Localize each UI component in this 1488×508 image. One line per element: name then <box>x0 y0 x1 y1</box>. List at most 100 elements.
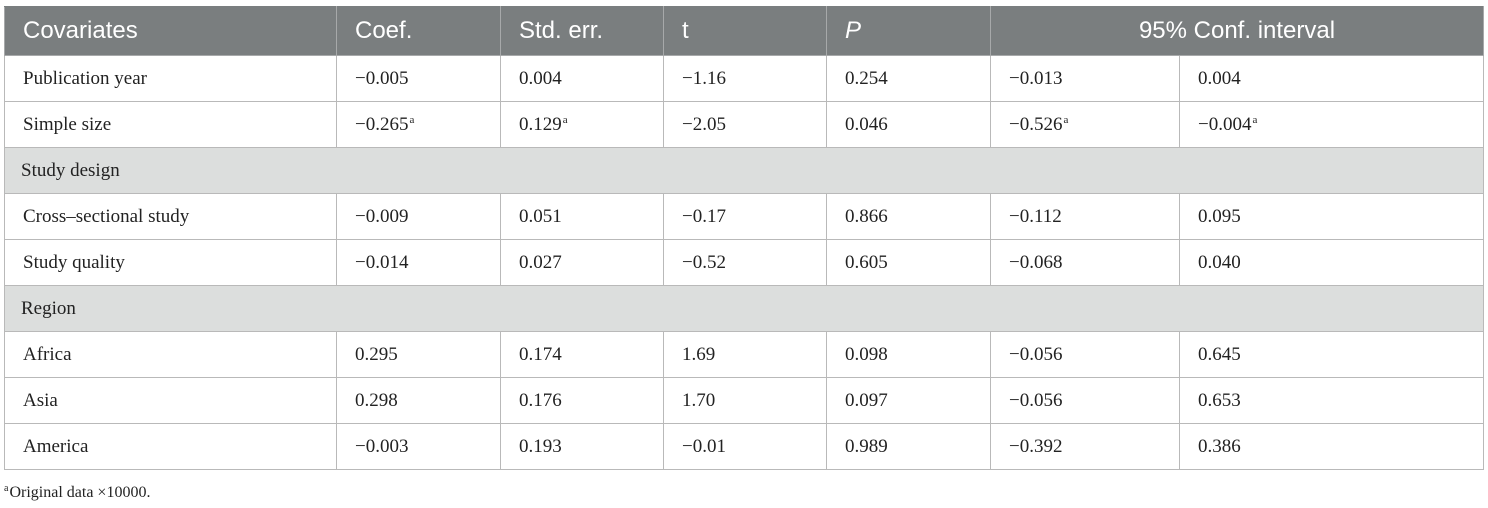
coef-cell-value: 0.295 <box>355 343 398 365</box>
std-err-cell-value: 0.027 <box>519 251 562 273</box>
table-row: Simple size −0.265a 0.129a −2.05 0.046 −0.526… <box>4 101 1485 148</box>
coef-cell: −0.014 <box>336 239 501 286</box>
footnote-ref-marker: a <box>1252 113 1258 126</box>
table-header: Covariates Coef. Std. err. t P 95% Conf.… <box>4 6 1485 56</box>
ci-upper-cell: 0.386 <box>1178 423 1485 470</box>
covariate-cell-value: Asia <box>23 389 58 411</box>
p-cell: 0.605 <box>826 239 991 286</box>
covariate-cell: Cross–sectional study <box>4 193 337 240</box>
t-cell-value: −0.52 <box>682 251 726 273</box>
coef-cell-value: −0.009 <box>355 205 409 227</box>
ci-lower-cell-value: −0.526 <box>1009 113 1063 135</box>
ci-upper-cell-value: 0.653 <box>1198 389 1241 411</box>
footnote-marker: a <box>4 483 9 494</box>
coef-cell-value: −0.014 <box>355 251 409 273</box>
footnote-text: Original data ×10000. <box>9 484 151 501</box>
coef-cell: 0.295 <box>336 331 501 378</box>
section-label: Study design <box>3 147 1485 194</box>
p-cell: 0.254 <box>826 55 991 102</box>
t-cell: −0.52 <box>663 239 827 286</box>
ci-lower-cell: −0.112 <box>990 193 1180 240</box>
t-cell-value: −1.16 <box>682 67 726 89</box>
t-cell-value: −0.01 <box>682 435 726 457</box>
covariate-cell: Asia <box>4 377 337 424</box>
std-err-cell-value: 0.193 <box>519 435 562 457</box>
p-cell-value: 0.605 <box>845 251 888 273</box>
p-cell: 0.098 <box>826 331 991 378</box>
covariate-cell: Africa <box>4 331 337 378</box>
coef-cell-value: −0.003 <box>355 435 409 457</box>
table-body: Publication year −0.005 0.004 −1.16 0.254 −0.… <box>3 55 1485 470</box>
covariate-cell-value: Simple size <box>23 113 112 135</box>
std-err-cell: 0.004 <box>500 55 664 102</box>
header-covariates: Covariates <box>4 6 337 56</box>
coef-cell-value: −0.265 <box>355 113 409 135</box>
table-row: Study quality −0.014 0.027 −0.52 0.605 −0.068… <box>4 239 1485 286</box>
ci-lower-cell: −0.526a <box>990 101 1180 148</box>
t-cell: −0.17 <box>663 193 827 240</box>
p-cell-value: 0.098 <box>845 343 888 365</box>
ci-lower-cell: −0.013 <box>990 55 1180 102</box>
covariate-cell: Simple size <box>4 101 337 148</box>
std-err-cell: 0.027 <box>500 239 664 286</box>
t-cell-value: 1.70 <box>682 389 716 411</box>
covariate-cell-value: Publication year <box>23 67 147 89</box>
std-err-cell-value: 0.004 <box>519 67 562 89</box>
t-cell: −2.05 <box>663 101 827 148</box>
t-cell-value: 1.69 <box>682 343 716 365</box>
std-err-cell: 0.174 <box>500 331 664 378</box>
header-t: t <box>663 6 827 56</box>
std-err-cell-value: 0.176 <box>519 389 562 411</box>
ci-upper-cell-value: 0.645 <box>1198 343 1241 365</box>
t-cell: 1.70 <box>663 377 827 424</box>
coef-cell: 0.298 <box>336 377 501 424</box>
ci-lower-cell-value: −0.392 <box>1009 435 1063 457</box>
t-cell-value: −0.17 <box>682 205 726 227</box>
covariate-cell-value: Cross–sectional study <box>23 205 190 227</box>
header-coef: Coef. <box>336 6 501 56</box>
coef-cell: −0.265a <box>336 101 501 148</box>
ci-lower-cell-value: −0.056 <box>1009 389 1063 411</box>
std-err-cell: 0.176 <box>500 377 664 424</box>
t-cell: −0.01 <box>663 423 827 470</box>
ci-upper-cell-value: −0.004 <box>1198 113 1252 135</box>
header-conf-interval: 95% Conf. interval <box>989 6 1485 56</box>
ci-upper-cell: −0.004a <box>1178 101 1485 148</box>
covariate-cell-value: Africa <box>23 343 72 365</box>
ci-upper-cell: 0.645 <box>1178 331 1485 378</box>
ci-upper-cell-value: 0.386 <box>1198 435 1241 457</box>
header-row: Covariates Coef. Std. err. t P 95% Conf.… <box>4 6 1485 56</box>
coef-cell: −0.009 <box>336 193 501 240</box>
covariate-cell: Publication year <box>4 55 337 102</box>
meta-regression-table: Covariates Coef. Std. err. t P 95% Conf.… <box>3 6 1485 470</box>
table-row: Asia 0.298 0.176 1.70 0.097 −0.056 0.653 <box>4 377 1485 424</box>
ci-upper-cell-value: 0.004 <box>1198 67 1241 89</box>
header-p: P <box>826 6 991 56</box>
covariate-cell: Study quality <box>4 239 337 286</box>
p-cell-value: 0.097 <box>845 389 888 411</box>
ci-lower-cell-value: −0.068 <box>1009 251 1063 273</box>
ci-lower-cell-value: −0.013 <box>1009 67 1063 89</box>
table-row: Africa 0.295 0.174 1.69 0.098 −0.056 0.645 <box>4 331 1485 378</box>
ci-upper-cell: 0.040 <box>1178 239 1485 286</box>
ci-upper-cell-value: 0.095 <box>1198 205 1241 227</box>
std-err-cell-value: 0.174 <box>519 343 562 365</box>
regression-table-container: Covariates Coef. Std. err. t P 95% Conf.… <box>3 6 1485 470</box>
t-cell: 1.69 <box>663 331 827 378</box>
p-cell-value: 0.866 <box>845 205 888 227</box>
section-row: Region <box>3 285 1485 332</box>
section-label: Region <box>3 285 1485 332</box>
footnote-ref-marker: a <box>409 113 415 126</box>
std-err-cell-value: 0.129 <box>519 113 562 135</box>
std-err-cell: 0.193 <box>500 423 664 470</box>
ci-lower-cell-value: −0.056 <box>1009 343 1063 365</box>
footnote-ref-marker: a <box>562 113 568 126</box>
coef-cell-value: −0.005 <box>355 67 409 89</box>
footnote-ref-marker: a <box>1063 113 1069 126</box>
p-cell: 0.046 <box>826 101 991 148</box>
table-footnote: aOriginal data ×10000. <box>4 484 150 502</box>
p-cell-value: 0.254 <box>845 67 888 89</box>
covariate-cell: America <box>4 423 337 470</box>
table-row: Cross–sectional study −0.009 0.051 −0.17 0.8… <box>4 193 1485 240</box>
section-row: Study design <box>3 147 1485 194</box>
